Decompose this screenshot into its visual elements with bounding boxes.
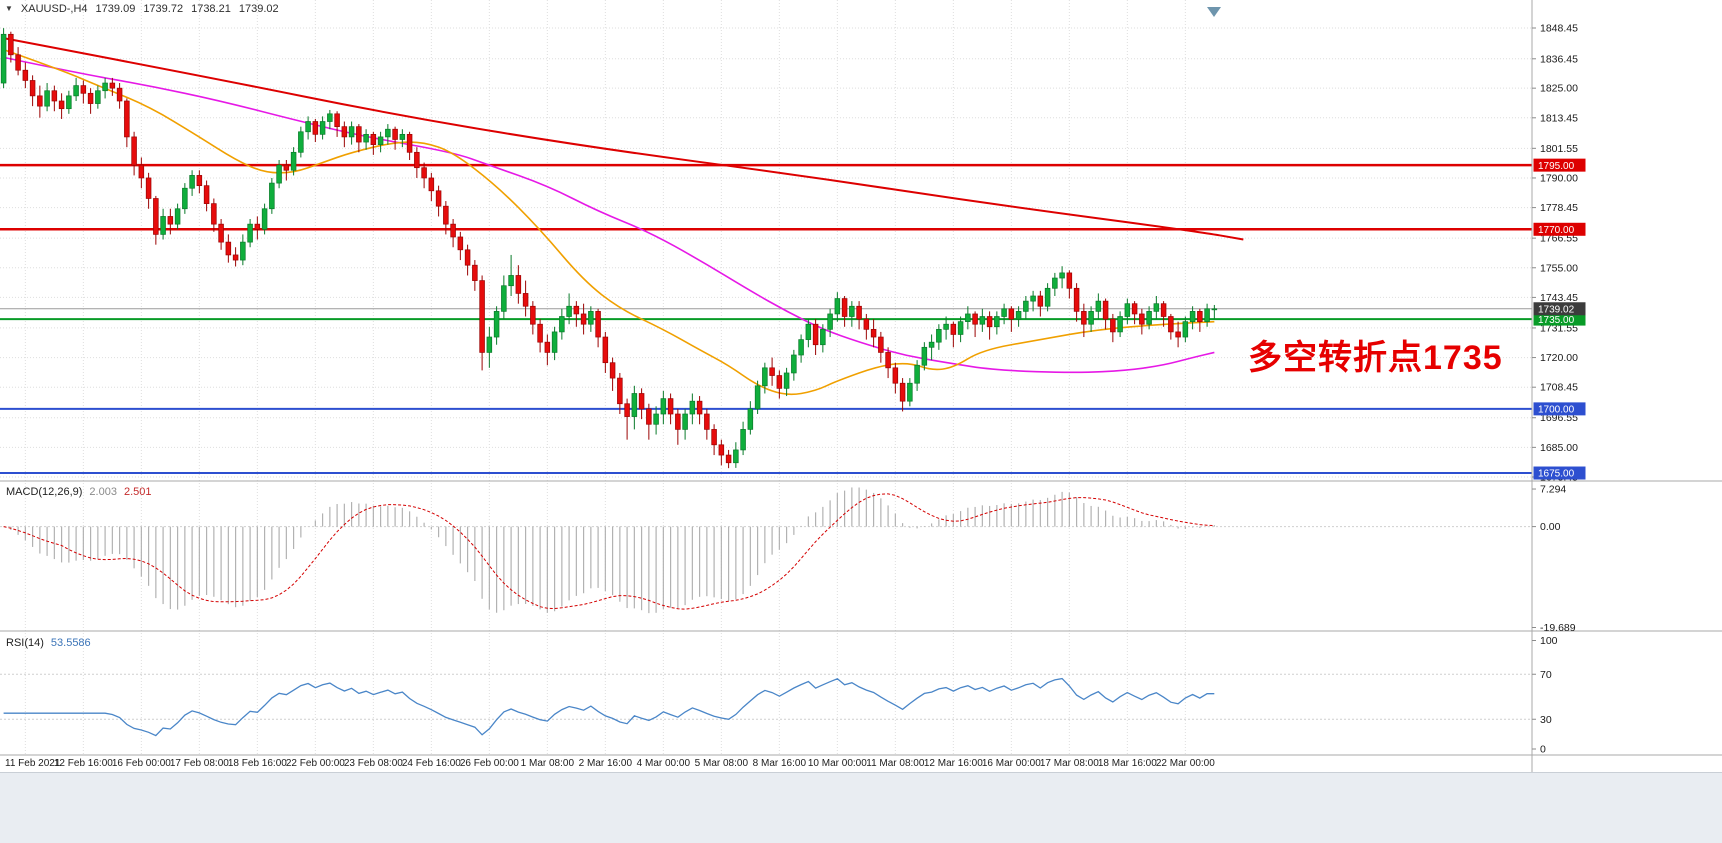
horizontal-price-lines[interactable]	[0, 163, 1532, 475]
macd-name: MACD(12,26,9)	[6, 486, 83, 498]
macd-histogram	[10, 487, 1215, 614]
symbol-dropdown-icon: ▼	[5, 4, 13, 13]
ma-slow-red[interactable]	[3, 37, 1244, 241]
moving-averages-layer	[3, 37, 1244, 396]
svg-text:11 Mar 08:00: 11 Mar 08:00	[866, 758, 925, 769]
svg-text:0.00: 0.00	[1540, 521, 1561, 533]
grid-layer	[0, 0, 1532, 755]
price-line-badge	[1533, 312, 1586, 326]
svg-text:17 Mar 08:00: 17 Mar 08:00	[1040, 758, 1099, 769]
svg-text:1795.00: 1795.00	[1538, 161, 1575, 172]
svg-text:16 Mar 00:00: 16 Mar 00:00	[982, 758, 1041, 769]
open-value: 1739.09	[95, 3, 136, 15]
price-axis-badges: 1795.00 1770.00 1735.00 1700.00 1675.00 1739.…	[1533, 158, 1586, 480]
svg-text:22 Mar 00:00: 22 Mar 00:00	[1156, 758, 1215, 769]
svg-text:7.294: 7.294	[1540, 484, 1566, 496]
price-axis-background	[1533, 0, 1722, 772]
svg-text:1813.45: 1813.45	[1540, 112, 1578, 124]
svg-text:4 Mar 00:00: 4 Mar 00:00	[637, 758, 691, 769]
svg-text:1735.00: 1735.00	[1538, 315, 1575, 326]
svg-text:1743.45: 1743.45	[1540, 292, 1578, 304]
annotation-text: 多空转折点1735	[1248, 339, 1503, 377]
ma-fast-orange[interactable]	[3, 48, 1215, 396]
svg-text:1700.00: 1700.00	[1538, 405, 1575, 416]
price-line-badge	[1533, 402, 1586, 416]
panel-dividers	[0, 0, 1722, 772]
macd-signal-value: 2.501	[123, 486, 152, 498]
svg-text:11 Feb 2021: 11 Feb 2021	[5, 758, 61, 769]
price-line-badge	[1533, 222, 1586, 236]
svg-text:8 Mar 16:00: 8 Mar 16:00	[753, 758, 807, 769]
chart-shift-marker-icon[interactable]	[1207, 7, 1221, 17]
current-price-badge	[1533, 302, 1586, 316]
svg-text:12 Feb 16:00: 12 Feb 16:00	[54, 758, 113, 769]
high-value: 1739.72	[143, 3, 184, 15]
price-line-badge	[1533, 466, 1586, 480]
price-line-badge	[1533, 158, 1586, 172]
svg-text:1825.00: 1825.00	[1540, 83, 1578, 95]
candles-layer	[0, 28, 1218, 469]
svg-text:10 Mar 00:00: 10 Mar 00:00	[808, 758, 867, 769]
svg-text:1790.00: 1790.00	[1540, 172, 1578, 184]
low-value: 1738.21	[191, 3, 231, 15]
svg-text:1 Mar 08:00: 1 Mar 08:00	[521, 758, 575, 769]
rsi-indicator-label: RSI(14) 53.5586	[6, 637, 91, 649]
svg-text:17 Feb 08:00: 17 Feb 08:00	[170, 758, 229, 769]
ma-mid-magenta[interactable]	[3, 56, 1215, 374]
svg-text:30: 30	[1540, 714, 1552, 726]
chart-header: ▼ XAUUSD-,H4 1739.09 1739.72 1738.21 173…	[5, 3, 279, 15]
svg-text:18 Feb 16:00: 18 Feb 16:00	[228, 758, 287, 769]
svg-text:26 Feb 00:00: 26 Feb 00:00	[460, 758, 519, 769]
close-value: 1739.02	[238, 3, 279, 15]
macd-indicator-label: MACD(12,26,9) 2.003 2.501	[6, 486, 151, 498]
svg-text:1685.00: 1685.00	[1540, 442, 1578, 454]
bottom-empty-area	[0, 772, 1722, 843]
symbol-label: XAUUSD-,H4	[20, 3, 88, 15]
svg-text:1778.45: 1778.45	[1540, 202, 1578, 214]
svg-text:1755.00: 1755.00	[1540, 262, 1578, 274]
svg-text:1836.45: 1836.45	[1540, 53, 1578, 65]
svg-text:-19.689: -19.689	[1540, 622, 1576, 634]
svg-text:2 Mar 16:00: 2 Mar 16:00	[579, 758, 633, 769]
macd-main-value: 2.003	[89, 486, 117, 498]
svg-text:1801.55: 1801.55	[1540, 143, 1578, 155]
svg-text:1675.00: 1675.00	[1538, 469, 1575, 480]
macd-signal-line	[3, 493, 1215, 610]
svg-text:0: 0	[1540, 744, 1546, 756]
svg-text:100: 100	[1540, 635, 1558, 647]
rsi-name: RSI(14)	[6, 637, 44, 649]
svg-text:1739.02: 1739.02	[1538, 304, 1575, 315]
svg-text:16 Feb 00:00: 16 Feb 00:00	[112, 758, 171, 769]
rsi-line	[3, 677, 1215, 737]
chart-canvas[interactable]: 1848.45 1836.45 1825.00 1813.45 1801.55 1790.…	[0, 0, 1722, 772]
svg-text:1720.00: 1720.00	[1540, 352, 1578, 364]
svg-text:12 Mar 16:00: 12 Mar 16:00	[924, 758, 983, 769]
svg-text:18 Mar 16:00: 18 Mar 16:00	[1098, 758, 1157, 769]
svg-text:1708.45: 1708.45	[1540, 382, 1578, 394]
svg-text:1770.00: 1770.00	[1538, 225, 1575, 236]
svg-text:5 Mar 08:00: 5 Mar 08:00	[695, 758, 749, 769]
svg-text:70: 70	[1540, 669, 1552, 681]
svg-text:23 Feb 08:00: 23 Feb 08:00	[344, 758, 403, 769]
rsi-value: 53.5586	[50, 637, 91, 649]
svg-text:22 Feb 00:00: 22 Feb 00:00	[286, 758, 345, 769]
svg-text:1848.45: 1848.45	[1540, 23, 1578, 35]
svg-text:24 Feb 16:00: 24 Feb 16:00	[402, 758, 461, 769]
